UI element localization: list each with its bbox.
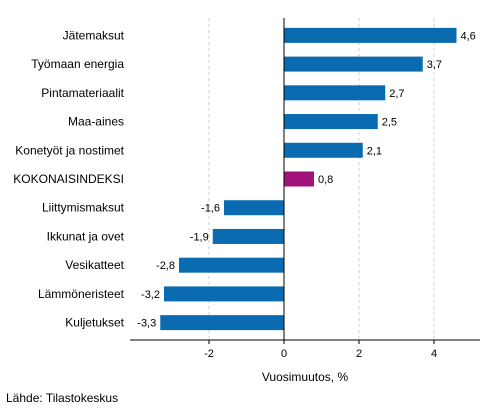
source-note: Lähde: Tilastokeskus [6, 391, 119, 405]
bar [284, 56, 423, 72]
x-tick-label: 2 [356, 348, 362, 360]
bar [164, 286, 284, 302]
value-label: -3,3 [137, 318, 156, 330]
category-label: Lämmöneristeet [38, 287, 125, 301]
category-labels: Jätemaksut Työmaan energia Pintamateriaali… [13, 28, 124, 329]
category-label: Konetyöt ja nostimet [15, 143, 124, 157]
x-tick-label: 0 [281, 348, 287, 360]
bar [284, 171, 314, 187]
category-label: Jätemaksut [63, 28, 125, 42]
value-label: 2,1 [367, 145, 382, 157]
x-tick-label: -2 [204, 348, 214, 360]
bar [224, 200, 284, 216]
value-label: 4,6 [461, 30, 476, 42]
value-label: 2,7 [389, 88, 404, 100]
value-label: 0,8 [318, 174, 333, 186]
x-axis: -2 0 2 4 [130, 18, 480, 360]
bar [284, 85, 386, 101]
bars [160, 27, 457, 331]
category-label: Työmaan energia [31, 57, 124, 71]
value-label: -3,2 [141, 289, 160, 301]
bar [284, 114, 378, 130]
category-label: KOKONAISINDEKSI [13, 172, 124, 186]
category-label: Ikkunat ja ovet [47, 229, 125, 243]
value-label: 2,5 [382, 117, 397, 129]
x-tick-label: 4 [431, 348, 437, 360]
category-label: Kuljetukset [65, 316, 124, 330]
x-axis-title: Vuosimuutos, % [262, 370, 349, 384]
bar [284, 27, 457, 43]
bar [284, 142, 363, 158]
value-label: -1,6 [201, 203, 220, 215]
value-labels: 4,6 3,7 2,7 2,5 2,1 0,8 -1,6 -1,9 -2,8 -3,2 -3,3 [137, 30, 476, 329]
value-label: 3,7 [427, 59, 442, 71]
category-label: Maa-aines [68, 115, 124, 129]
category-label: Liittymismaksut [42, 201, 125, 215]
bar [179, 257, 284, 273]
value-label: -1,9 [190, 231, 209, 243]
category-label: Pintamateriaalit [41, 86, 124, 100]
category-label: Vesikatteet [65, 258, 124, 272]
bar [212, 228, 284, 244]
value-label: -2,8 [156, 260, 175, 272]
bar [160, 315, 284, 331]
